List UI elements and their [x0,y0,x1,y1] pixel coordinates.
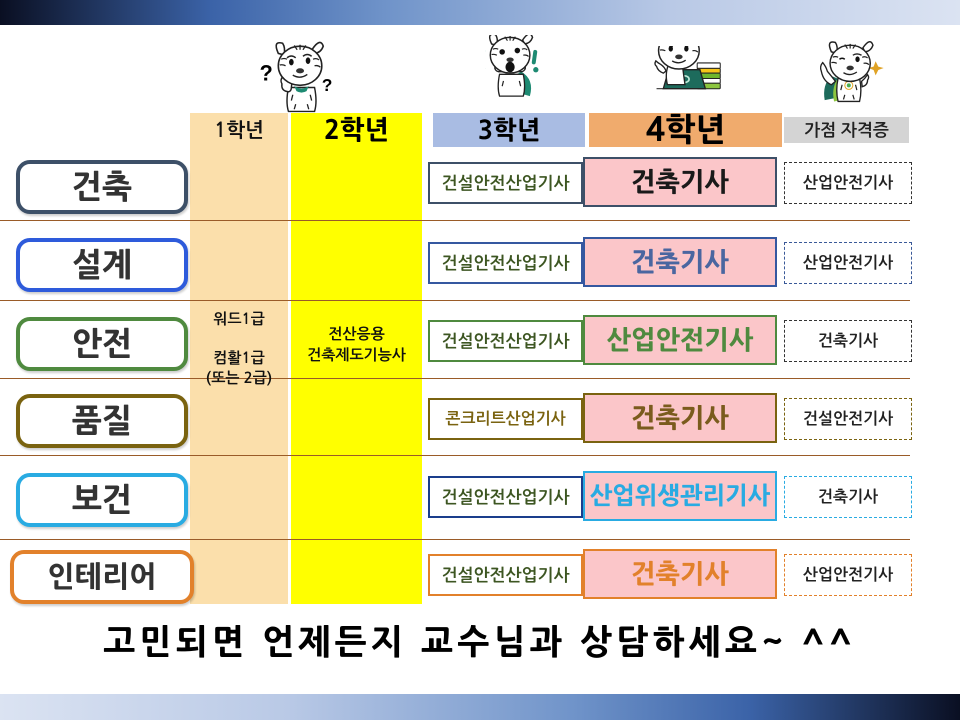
svg-text:?: ? [322,75,333,95]
svg-text:?: ? [259,60,272,85]
